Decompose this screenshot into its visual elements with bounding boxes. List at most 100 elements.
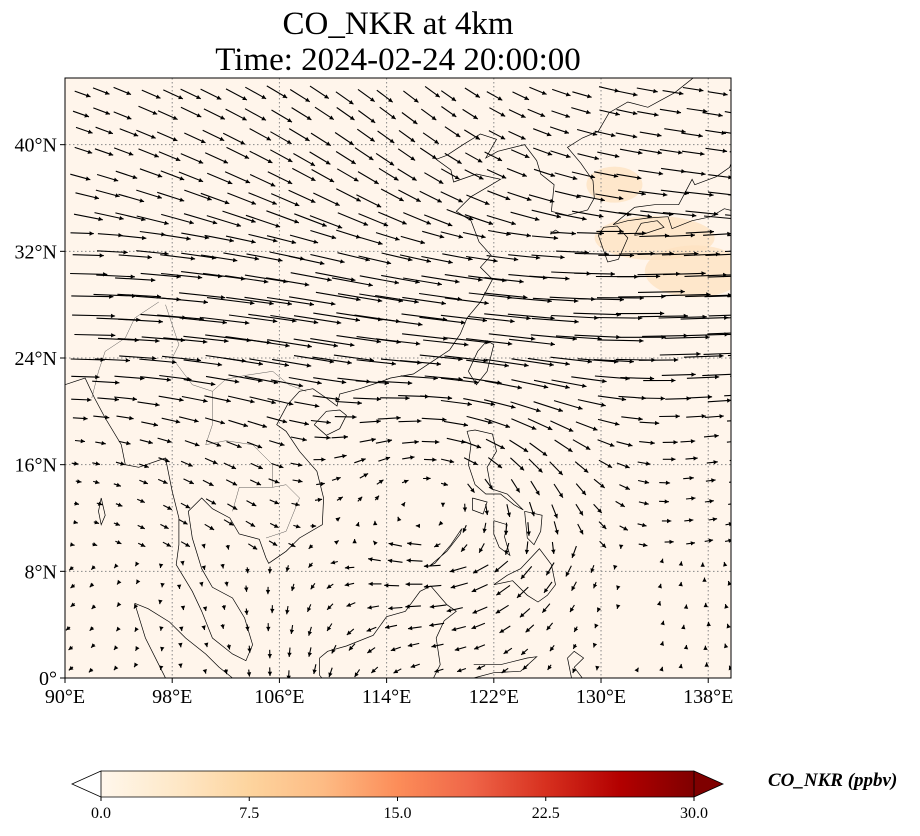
wind-arrow xyxy=(551,541,556,554)
wind-arrow xyxy=(508,109,526,118)
wind-arrow xyxy=(704,295,731,298)
wind-arrow xyxy=(456,667,467,673)
wind-arrow xyxy=(183,359,223,367)
wind-arrow xyxy=(336,168,359,182)
wind-arrow xyxy=(358,255,392,265)
wind-arrow xyxy=(462,524,467,533)
wind-arrow xyxy=(429,622,445,628)
wind-arrow xyxy=(337,293,383,303)
wind-arrow xyxy=(375,152,395,166)
wind-arrow xyxy=(519,608,531,618)
wind-arrow xyxy=(569,604,575,613)
wind-arrow xyxy=(657,583,662,589)
wind-arrow xyxy=(529,86,547,95)
wind-arrow xyxy=(681,132,703,138)
wind-arrow xyxy=(380,396,410,401)
wind-arrow xyxy=(378,167,399,181)
wind-arrow xyxy=(466,359,509,368)
wind-arrow xyxy=(267,667,273,677)
wind-arrow xyxy=(134,627,139,632)
wind-arrow xyxy=(703,231,731,237)
wind-arrow xyxy=(616,462,630,469)
wind-arrow xyxy=(659,108,682,115)
wind-arrow xyxy=(224,581,229,587)
wind-arrow xyxy=(336,107,355,121)
wind-arrow xyxy=(637,461,651,466)
wind-arrow xyxy=(706,621,711,627)
wind-arrow xyxy=(661,518,672,524)
wind-arrow xyxy=(334,132,355,146)
wind-arrow xyxy=(94,148,114,156)
wind-arrow xyxy=(686,394,713,400)
wind-arrow xyxy=(116,602,122,608)
wind-arrow xyxy=(594,315,643,321)
wind-arrow xyxy=(375,438,393,444)
wind-arrow xyxy=(89,582,95,588)
wind-arrow xyxy=(134,561,140,567)
wind-arrow xyxy=(201,254,238,263)
colorbar: 0.0 7.5 15.0 22.5 30.0 xyxy=(71,770,724,822)
wind-arrow xyxy=(326,583,334,589)
wind-arrow xyxy=(289,419,310,426)
wind-arrow xyxy=(681,150,705,156)
wind-arrow xyxy=(440,90,457,102)
wind-arrow xyxy=(293,315,342,325)
wind-arrow xyxy=(180,605,186,611)
wind-arrow xyxy=(400,501,406,507)
wind-arrow xyxy=(227,395,255,404)
wind-arrow xyxy=(249,396,277,405)
wind-arrow xyxy=(71,397,92,402)
wind-arrow xyxy=(70,173,91,181)
wind-arrow xyxy=(292,478,303,484)
wind-arrow xyxy=(527,108,546,118)
wind-arrow xyxy=(379,106,397,120)
wind-arrow xyxy=(179,626,184,632)
wind-arrow xyxy=(249,174,276,187)
wind-arrow xyxy=(422,132,440,145)
wind-arrow xyxy=(438,520,444,526)
wind-arrow xyxy=(403,277,442,286)
map-area[interactable] xyxy=(64,71,773,691)
wind-arrow xyxy=(346,602,356,607)
wind-arrow xyxy=(176,584,182,589)
wind-arrow xyxy=(223,357,264,366)
wind-arrow xyxy=(293,153,316,167)
wind-arrow xyxy=(118,254,152,260)
wind-arrow xyxy=(419,316,466,325)
wind-arrow xyxy=(399,254,432,263)
wind-arrow xyxy=(119,128,139,137)
wind-arrow xyxy=(486,91,503,101)
wind-arrow xyxy=(484,277,524,284)
wind-arrow xyxy=(464,214,494,225)
wind-arrow xyxy=(462,503,468,512)
wind-arrow xyxy=(115,540,122,545)
wind-arrow xyxy=(545,562,555,576)
wind-arrow xyxy=(72,253,104,258)
wind-arrow xyxy=(431,643,444,648)
wind-arrow xyxy=(444,152,462,165)
wind-arrow xyxy=(249,479,262,486)
wind-arrow xyxy=(163,89,184,100)
wind-arrow xyxy=(115,461,125,466)
wind-arrow xyxy=(516,586,529,599)
wind-arrow xyxy=(334,540,340,545)
wind-arrow xyxy=(638,501,649,506)
wind-arrow xyxy=(400,360,442,367)
wind-arrow xyxy=(92,87,110,95)
wind-arrow xyxy=(449,566,467,573)
wind-arrow xyxy=(485,358,529,368)
wind-arrow xyxy=(574,461,589,474)
wind-arrow xyxy=(268,478,280,484)
wind-arrow xyxy=(444,126,461,138)
wind-arrow xyxy=(683,604,689,609)
wind-arrow xyxy=(376,89,394,103)
wind-arrow xyxy=(616,90,638,97)
wind-arrow xyxy=(551,379,587,388)
wind-arrow xyxy=(685,496,696,501)
wind-arrow xyxy=(446,208,474,221)
wind-arrow xyxy=(93,520,100,525)
wind-arrow xyxy=(682,86,704,93)
wind-arrow xyxy=(226,296,274,306)
wind-arrow xyxy=(316,481,325,487)
wind-arrow xyxy=(702,577,707,582)
